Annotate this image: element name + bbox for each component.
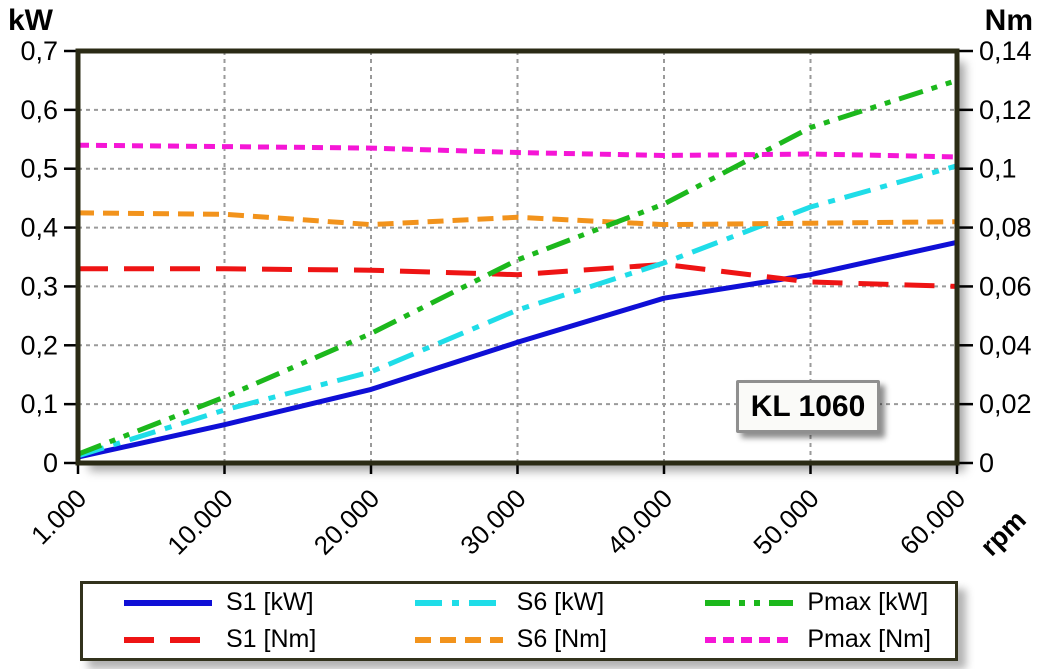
legend-item-label: S6 [kW] <box>516 588 605 616</box>
x-axis-tick-label: 30.000 <box>454 483 531 560</box>
x-axis-tick-label: 40.000 <box>601 483 678 560</box>
legend-item-s6-nm: S6 [Nm] <box>374 623 665 657</box>
axis-tick-labels: 0 0 0,1 0,02 0,2 0,04 0,3 0,06 0,4 0,08 0,5 0,1 0,6 0… <box>20 36 1031 560</box>
right-axis-tick-label: 0 <box>979 448 994 478</box>
legend-line-sample <box>124 636 212 643</box>
right-axis-tick-label: 0,02 <box>979 389 1032 419</box>
legend-item-label: Pmax [Nm] <box>807 625 931 653</box>
right-axis-tick-label: 0,1 <box>979 154 1017 184</box>
series-line-pmax-kw <box>77 78 958 457</box>
legend-item-s1-nm: S1 [Nm] <box>83 623 374 657</box>
series-line-s6-kw <box>77 163 958 459</box>
legend: S1 [kW] S6 [kW] Pmax [kW] S1 [Nm] S6 [Nm] Pma… <box>80 581 958 661</box>
series-line-s1-nm <box>78 261 958 289</box>
right-axis-tick-label: 0,04 <box>979 330 1032 360</box>
left-axis-tick-label: 0,3 <box>20 271 58 301</box>
legend-line-sample <box>124 599 212 606</box>
legend-item-s1-kw: S1 [kW] <box>83 586 374 620</box>
legend-item-label: S6 [Nm] <box>516 625 607 653</box>
x-axis-tick-label: 10.000 <box>161 483 238 560</box>
legend-item-pmax-kw: Pmax [kW] <box>664 586 955 620</box>
x-axis-tick-label: 60.000 <box>894 483 971 560</box>
legend-item-label: Pmax [kW] <box>807 588 929 616</box>
right-axis-unit-label: Nm <box>984 4 1033 37</box>
right-axis-tick-label: 0,06 <box>979 271 1032 301</box>
model-badge: KL 1060 <box>736 380 880 433</box>
right-axis-tick-label: 0,12 <box>979 95 1032 125</box>
plot-frame <box>75 48 960 466</box>
left-axis-tick-label: 0,5 <box>20 154 58 184</box>
left-axis-unit-label: kW <box>8 4 53 37</box>
x-axis-tick-label: 20.000 <box>308 483 385 560</box>
left-axis-tick-label: 0,6 <box>20 95 58 125</box>
legend-item-label: S1 [Nm] <box>226 625 317 653</box>
right-axis-tick-label: 0,14 <box>979 36 1032 66</box>
series-lines <box>77 78 958 460</box>
left-axis-tick-label: 0,1 <box>20 389 58 419</box>
legend-item-s6-kw: S6 [kW] <box>374 586 665 620</box>
legend-item-pmax-nm: Pmax [Nm] <box>664 623 955 657</box>
axis-ticks <box>64 49 973 474</box>
x-axis-tick-label: 1.000 <box>25 483 92 550</box>
gridlines <box>78 51 957 463</box>
left-axis-tick-label: 0 <box>43 448 58 478</box>
left-axis-tick-label: 0,2 <box>20 330 58 360</box>
series-line-s6-nm <box>77 210 958 228</box>
legend-line-sample <box>705 599 794 606</box>
left-axis-tick-label: 0,7 <box>20 36 58 66</box>
legend-line-sample <box>705 636 794 643</box>
left-axis-tick-label: 0,4 <box>20 213 58 243</box>
right-axis-tick-label: 0,08 <box>979 213 1032 243</box>
legend-line-sample <box>414 599 503 606</box>
legend-item-label: S1 [kW] <box>226 588 314 616</box>
series-line-s1-kw <box>77 239 958 460</box>
x-axis-tick-label: 50.000 <box>747 483 824 560</box>
series-line-pmax-nm <box>77 142 958 160</box>
legend-line-sample <box>414 636 503 643</box>
